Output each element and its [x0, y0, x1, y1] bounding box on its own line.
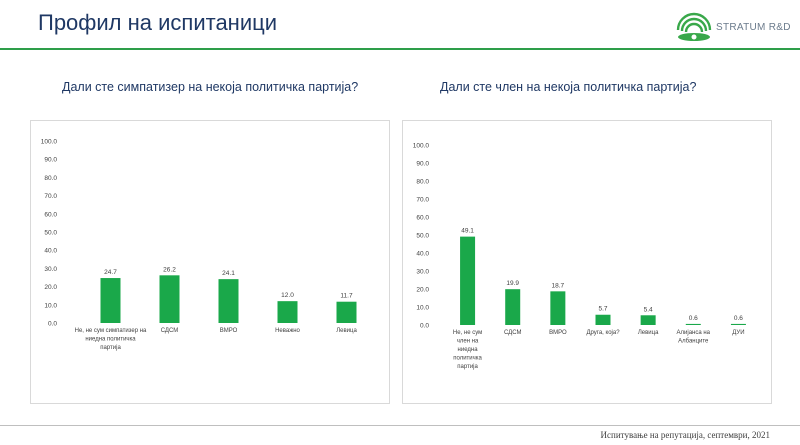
- category-label: Левица: [638, 330, 659, 336]
- bar: [550, 291, 566, 325]
- category-label: Друга, која?: [586, 330, 620, 336]
- data-label: 5.7: [598, 306, 607, 313]
- chart-2-plot: 0.0 10.0 20.0 30.0 40.0 50.0 60.0 70.0 80.0 90.0 1…: [413, 143, 746, 370]
- category-label: партија: [100, 345, 121, 351]
- stratum-logo-icon: [676, 12, 712, 41]
- category-label: ВМРО: [549, 330, 567, 336]
- category-label: Албанците: [678, 339, 709, 345]
- y-tick-label: 80.0: [416, 179, 429, 186]
- y-tick-label: 40.0: [44, 248, 57, 255]
- bar: [595, 314, 611, 325]
- y-tick-label: 50.0: [416, 233, 429, 240]
- chart-2-panel: 0.0 10.0 20.0 30.0 40.0 50.0 60.0 70.0 80.0 90.0 1…: [402, 120, 772, 404]
- bar: [640, 315, 656, 325]
- data-label: 19.9: [506, 280, 519, 287]
- data-label: 26.2: [163, 266, 176, 273]
- data-label: 0.6: [689, 315, 698, 322]
- data-label: 24.7: [104, 269, 117, 276]
- bar: [730, 323, 746, 325]
- y-tick-label: 70.0: [44, 193, 57, 200]
- footer-text: Испитување на репутација, септември, 202…: [600, 430, 770, 440]
- category-label: партија: [457, 364, 478, 370]
- data-label: 11.7: [340, 293, 353, 300]
- data-label: 12.0: [281, 292, 294, 299]
- y-tick-label: 10.0: [416, 305, 429, 312]
- category-label: Левица: [336, 328, 357, 334]
- chart-1-title: Дали сте симпатизер на некоја политичка …: [62, 80, 359, 94]
- bar: [460, 236, 476, 325]
- y-tick-label: 50.0: [44, 230, 57, 237]
- bar: [685, 323, 701, 325]
- category-label: Не, не сум симпатизер на: [75, 328, 147, 334]
- bar: [218, 279, 239, 323]
- bar: [159, 275, 180, 323]
- page-title: Профил на испитаници: [38, 10, 278, 35]
- category-label: Не, не сум: [453, 330, 482, 336]
- category-label: Неважно: [275, 328, 300, 334]
- category-label: Алијанса на: [677, 330, 711, 336]
- data-label: 24.1: [222, 270, 235, 277]
- y-tick-label: 0.0: [48, 321, 57, 328]
- y-tick-label: 100.0: [41, 139, 58, 146]
- data-label: 0.6: [734, 315, 743, 322]
- y-tick-label: 20.0: [416, 287, 429, 294]
- footer-divider: [0, 425, 800, 426]
- bar: [100, 278, 121, 323]
- bar: [336, 301, 357, 323]
- y-tick-label: 80.0: [44, 175, 57, 182]
- data-label: 49.1: [461, 228, 474, 235]
- y-tick-label: 30.0: [44, 266, 57, 273]
- y-tick-label: 70.0: [416, 197, 429, 204]
- y-tick-label: 10.0: [44, 302, 57, 309]
- category-label: СДСМ: [504, 330, 522, 336]
- data-label: 5.4: [644, 306, 653, 313]
- bar: [277, 301, 298, 323]
- header-divider: [0, 48, 800, 50]
- y-tick-label: 60.0: [416, 215, 429, 222]
- header-bar: Профил на испитаници STRATUM R&D: [0, 0, 800, 48]
- category-label: ДУИ: [732, 330, 744, 336]
- category-label: ниедна политичка: [85, 337, 136, 343]
- category-label: СДСМ: [161, 328, 179, 334]
- category-label: ниедна: [458, 347, 479, 353]
- chart-1-plot: 0.0 10.0 20.0 30.0 40.0 50.0 60.0 70.0 80.0 90.0 1…: [41, 139, 358, 352]
- data-label: 18.7: [552, 282, 565, 289]
- brand-name: STRATUM R&D: [716, 22, 791, 33]
- category-label: член на: [457, 339, 479, 345]
- category-label: политичка: [453, 356, 482, 362]
- y-tick-label: 30.0: [416, 269, 429, 276]
- y-tick-label: 0.0: [420, 323, 429, 330]
- chart-1-panel: 0.0 10.0 20.0 30.0 40.0 50.0 60.0 70.0 80.0 90.0 1…: [30, 120, 390, 404]
- y-tick-label: 90.0: [416, 161, 429, 168]
- chart-2-title: Дали сте член на некоја политичка партиј…: [440, 80, 697, 94]
- category-label: ВМРО: [220, 328, 238, 334]
- y-tick-label: 60.0: [44, 211, 57, 218]
- y-tick-label: 90.0: [44, 157, 57, 164]
- y-tick-label: 40.0: [416, 251, 429, 258]
- y-tick-label: 20.0: [44, 284, 57, 291]
- bar: [505, 289, 521, 325]
- y-tick-label: 100.0: [413, 143, 430, 150]
